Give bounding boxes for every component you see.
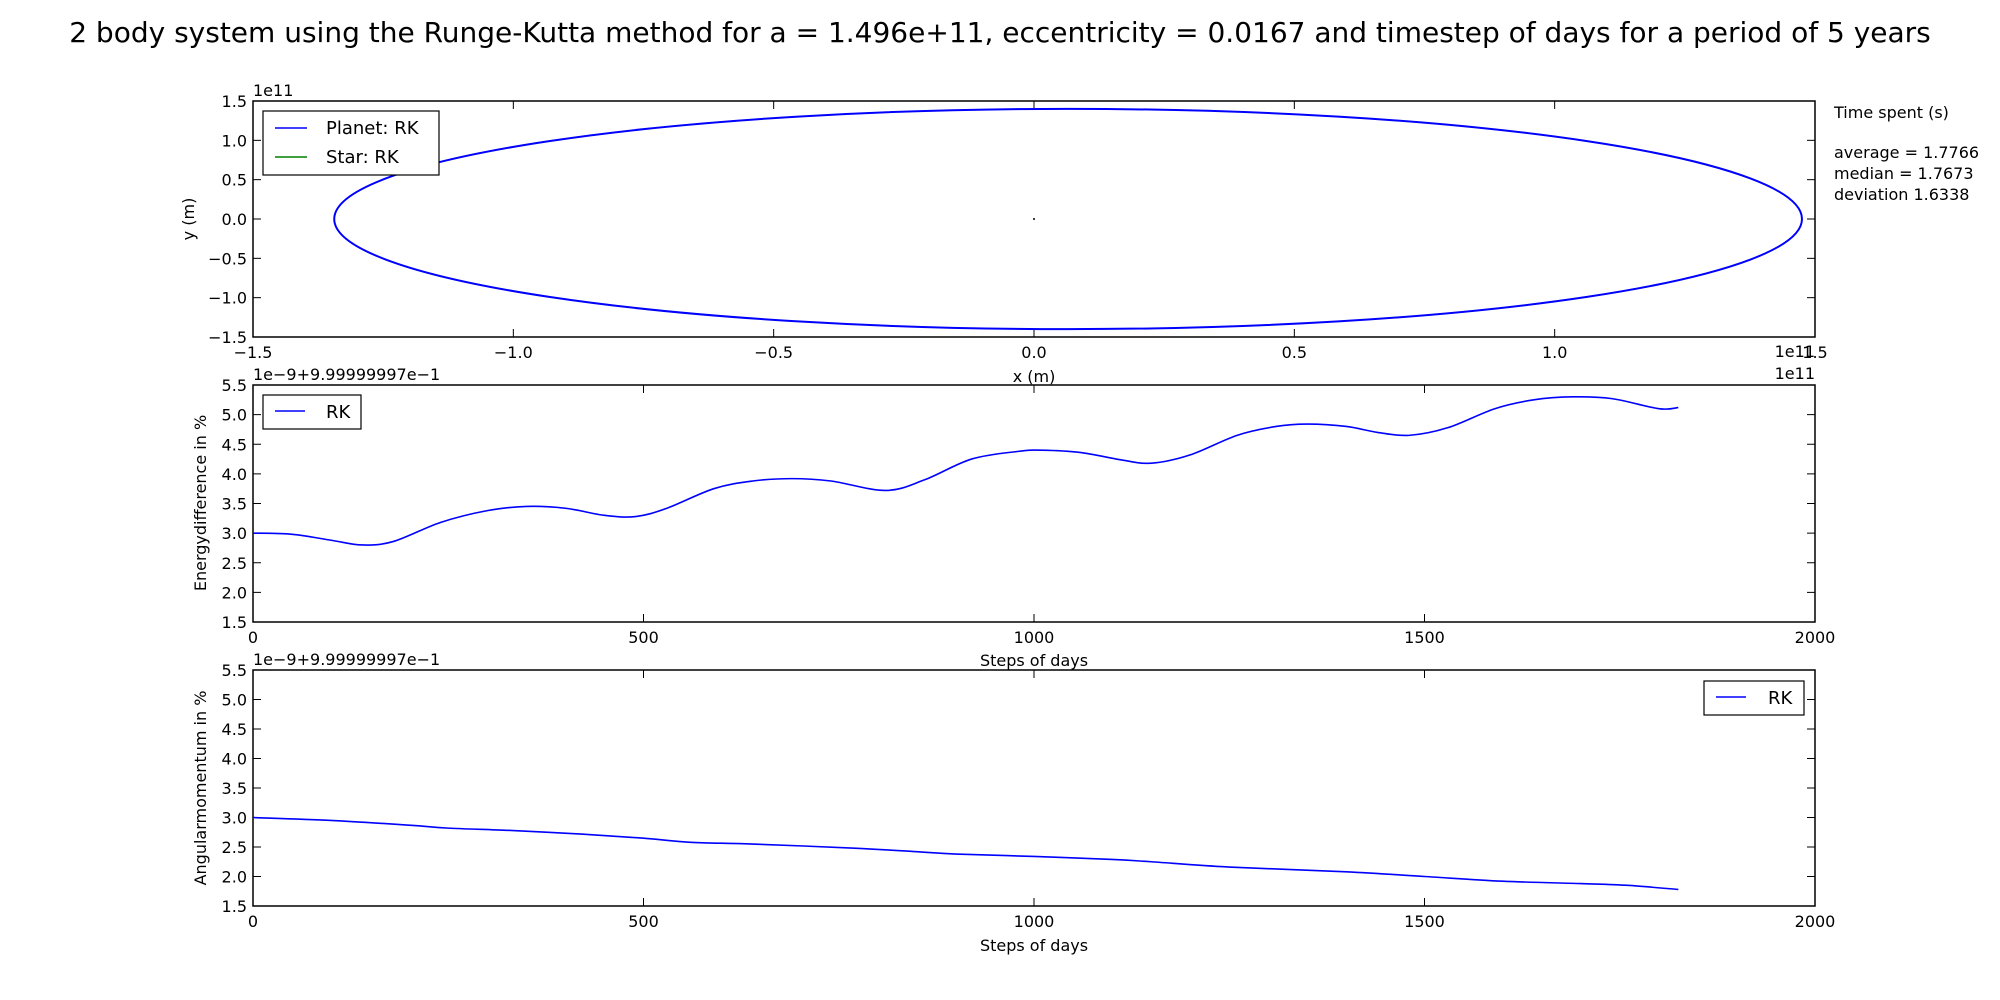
timing-deviation: deviation 1.6338: [1834, 185, 1969, 204]
y-tick-label: 3.5: [222, 495, 247, 514]
y-tick-label: 2.5: [222, 554, 247, 573]
y-tick-label: 4.0: [222, 750, 247, 769]
y-offset-label: 1e11: [253, 81, 293, 100]
angular-momentum-rk-line: [252, 816, 1679, 891]
y-axis-label: y (m): [179, 198, 198, 241]
y-tick-label: 3.0: [222, 524, 247, 543]
x-tick-label: 1000: [1014, 912, 1055, 931]
x-tick-label: 0.5: [1282, 343, 1307, 362]
y-offset-label: 1e−9+9.99999997e−1: [253, 650, 440, 669]
y-tick-label: 5.5: [222, 376, 247, 395]
legend-frame: [1703, 680, 1805, 716]
y-tick-label: −0.5: [208, 249, 247, 268]
x-axis-label: x (m): [1013, 367, 1056, 386]
y-tick-label: 0.5: [222, 171, 247, 190]
y-tick-label: 2.0: [222, 868, 247, 887]
timing-average: average = 1.7766: [1834, 143, 1979, 162]
y-tick-label: 4.5: [222, 435, 247, 454]
y-tick-label: 1.5: [222, 92, 247, 111]
x-offset-label: 1e11: [1775, 342, 1815, 361]
x-tick-label: 1500: [1404, 912, 1445, 931]
y-tick-label: 1.5: [222, 613, 247, 632]
legend: Planet: RK Star: RK: [262, 110, 440, 176]
x-tick-label: 1500: [1404, 628, 1445, 647]
x-tick-label: −1.5: [234, 343, 273, 362]
x-tick-label: 0.0: [1021, 343, 1046, 362]
legend-frame: [262, 110, 440, 176]
timing-annotation: Time spent (s) average = 1.7766 median =…: [1833, 103, 1979, 204]
x-tick-label: 500: [628, 912, 659, 931]
y-tick-label: 4.5: [222, 720, 247, 739]
y-tick-label: 5.0: [222, 406, 247, 425]
legend-frame: [262, 394, 362, 430]
legend: RK: [1703, 680, 1805, 716]
y-tick-label: −1.5: [208, 328, 247, 347]
y-tick-label: 3.0: [222, 809, 247, 828]
x-tick-label: 2000: [1795, 628, 1836, 647]
plot-frame: [252, 669, 1816, 907]
ticks-group: 0 500 1000 1500 2000 1.5 2.0 2.5 3.0 3.5 4.0 4.5 5.0…: [222, 376, 1836, 647]
y-tick-label: 2.0: [222, 583, 247, 602]
y-tick-label: 1.0: [222, 131, 247, 150]
planet-orbit-line: [333, 107, 1803, 331]
x-tick-label: 1.0: [1542, 343, 1567, 362]
legend-rk-label: RK: [326, 402, 352, 423]
x-tick-label: 1.5: [1802, 343, 1827, 362]
y-tick-label: 1.5: [222, 897, 247, 916]
x-axis-label: Steps of days: [980, 651, 1088, 670]
figure-title: 2 body system using the Runge-Kutta meth…: [69, 16, 1931, 49]
star-point: [1033, 218, 1035, 220]
x-tick-label: 1000: [1014, 628, 1055, 647]
timing-heading: Time spent (s): [1833, 103, 1949, 122]
y-tick-label: −1.0: [208, 289, 247, 308]
legend-planet-label: Planet: RK: [326, 118, 420, 139]
y-tick-label: 4.0: [222, 465, 247, 484]
x-axis-label: Steps of days: [980, 936, 1088, 955]
ticks-group: 0 500 1000 1500 2000 1.5 2.0 2.5 3.0 3.5 4.0 4.5 5.0…: [222, 661, 1836, 931]
energy-rk-line: [252, 395, 1679, 546]
timing-median: median = 1.7673: [1834, 164, 1974, 183]
legend: RK: [262, 394, 362, 430]
plot-frame: [252, 384, 1816, 623]
y-offset-label: 1e−9+9.99999997e−1: [253, 365, 440, 384]
x-offset-label: 1e11: [1775, 364, 1815, 383]
subplot-orbit: −1.5 −1.0 −0.5 0.0 0.5 1.0 1.5 −1.5 −1.0 −0.5 0.0 0…: [179, 81, 1828, 386]
legend-star-label: Star: RK: [326, 147, 400, 168]
subplot-energy: 0 500 1000 1500 2000 1.5 2.0 2.5 3.0 3.5 4.0 4.5 5.0…: [191, 364, 1835, 670]
x-tick-label: −0.5: [754, 343, 793, 362]
x-tick-label: 2000: [1795, 912, 1836, 931]
y-tick-label: 5.0: [222, 691, 247, 710]
y-tick-label: 2.5: [222, 838, 247, 857]
x-tick-label: 500: [628, 628, 659, 647]
y-axis-label: Energydifference in %: [191, 415, 210, 591]
subplot-angular-momentum: 0 500 1000 1500 2000 1.5 2.0 2.5 3.0 3.5 4.0 4.5 5.0…: [191, 650, 1835, 955]
y-tick-label: 0.0: [222, 210, 247, 229]
ticks-group: −1.5 −1.0 −0.5 0.0 0.5 1.0 1.5 −1.5 −1.0 −0.5 0.0 0…: [208, 92, 1828, 362]
y-axis-label: Angularmomentum in %: [191, 691, 210, 886]
y-tick-label: 3.5: [222, 779, 247, 798]
x-tick-label: −1.0: [494, 343, 533, 362]
x-tick-label: 0: [248, 912, 258, 931]
legend-rk-label: RK: [1768, 688, 1794, 709]
y-tick-label: 5.5: [222, 661, 247, 680]
x-tick-label: 0: [248, 628, 258, 647]
